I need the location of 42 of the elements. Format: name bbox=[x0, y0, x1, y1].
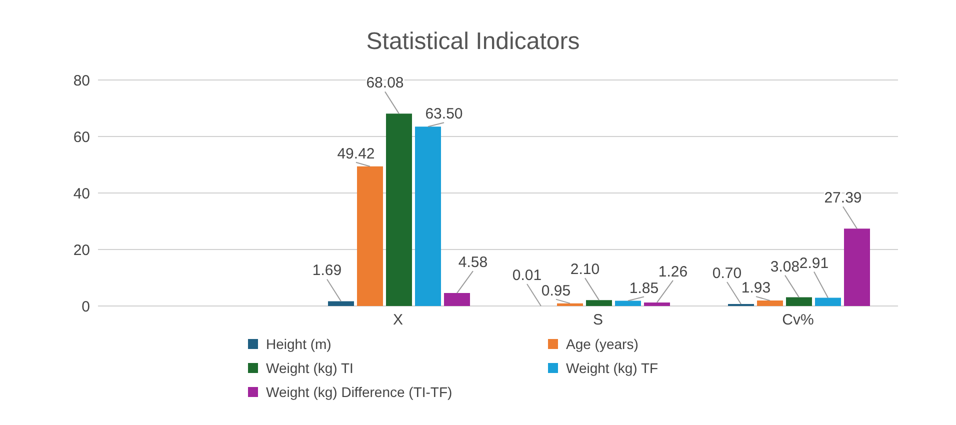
legend-label: Weight (kg) TF bbox=[566, 360, 658, 376]
data-label: 4.58 bbox=[458, 254, 488, 272]
bar bbox=[757, 300, 783, 306]
data-label: 0.95 bbox=[541, 282, 571, 300]
bar bbox=[786, 297, 812, 306]
data-label: 1.85 bbox=[629, 280, 659, 297]
legend-label: Height (m) bbox=[266, 336, 332, 352]
y-tick-label: 0 bbox=[82, 298, 90, 316]
data-label: 1.93 bbox=[741, 280, 771, 297]
data-label: 2.10 bbox=[570, 261, 600, 278]
bar bbox=[557, 303, 583, 306]
bar bbox=[415, 126, 441, 306]
legend-label: Weight (kg) Difference (TI-TF) bbox=[266, 384, 452, 400]
data-label: 2.91 bbox=[799, 254, 829, 272]
data-label: 49.42 bbox=[337, 145, 375, 162]
data-label: 1.26 bbox=[658, 263, 688, 280]
chart-title: Statistical Indicators bbox=[365, 27, 581, 57]
x-tick-label: S bbox=[592, 312, 604, 329]
bar bbox=[586, 300, 612, 306]
y-tick-label: 60 bbox=[73, 128, 90, 146]
data-label: 0.01 bbox=[512, 266, 542, 284]
bar bbox=[386, 114, 412, 306]
y-tick-label: 40 bbox=[73, 185, 90, 202]
data-label: 68.08 bbox=[366, 74, 404, 92]
data-label: 27.39 bbox=[824, 190, 862, 207]
bar bbox=[644, 302, 670, 306]
legend-label: Weight (kg) TI bbox=[266, 360, 354, 376]
legend-label: Age (years) bbox=[566, 336, 638, 352]
x-tick-label: Cv% bbox=[782, 312, 814, 329]
y-tick-label: 20 bbox=[73, 242, 90, 259]
bar bbox=[815, 298, 841, 306]
bar bbox=[844, 228, 870, 306]
data-label: 3.08 bbox=[770, 258, 800, 276]
bar bbox=[444, 293, 470, 306]
bar bbox=[328, 301, 354, 306]
data-label: 63.50 bbox=[425, 106, 463, 123]
bar bbox=[357, 166, 383, 306]
x-tick-label: X bbox=[392, 312, 404, 329]
data-label: 0.70 bbox=[712, 265, 742, 282]
y-tick-label: 80 bbox=[73, 72, 90, 90]
data-label: 1.69 bbox=[312, 262, 342, 280]
bar bbox=[615, 300, 641, 306]
